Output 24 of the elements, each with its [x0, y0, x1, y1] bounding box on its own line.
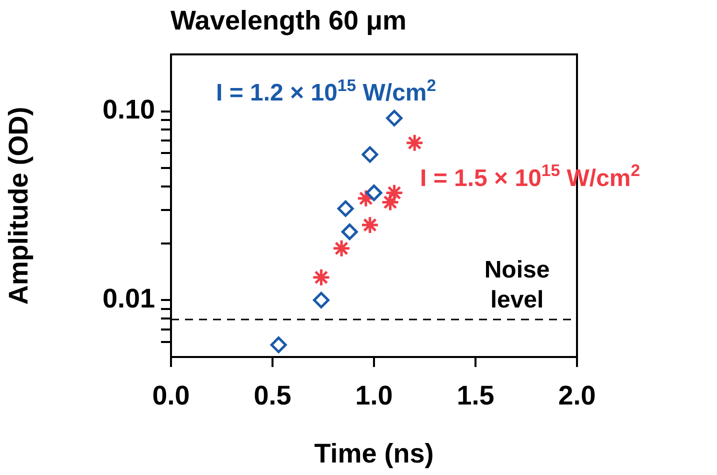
point — [385, 184, 404, 202]
point — [270, 336, 287, 354]
point — [312, 268, 330, 287]
point — [341, 224, 358, 240]
point — [337, 200, 354, 217]
y-tick-label: 0.10 — [102, 94, 155, 125]
ref-line-label: Noise level — [484, 256, 550, 314]
point — [360, 216, 380, 234]
x-tick-label: 1.5 — [456, 380, 494, 411]
x-tick-label: 1.0 — [355, 380, 393, 411]
point — [332, 239, 351, 258]
point — [366, 184, 382, 202]
x-axis-title: Time (ns) — [314, 438, 434, 468]
y-tick-label: 0.01 — [102, 284, 155, 314]
point — [380, 192, 400, 212]
x-tick-label: 0.5 — [254, 380, 292, 411]
point — [386, 110, 403, 126]
point — [312, 292, 330, 308]
x-tick-label: 0.0 — [152, 380, 190, 411]
point — [405, 134, 424, 152]
chart-title: Wavelength 60 μm — [170, 6, 407, 36]
x-tick-label: 2.0 — [558, 380, 596, 411]
y-axis-title: Amplitude (OD) — [4, 106, 34, 305]
point — [362, 146, 378, 163]
